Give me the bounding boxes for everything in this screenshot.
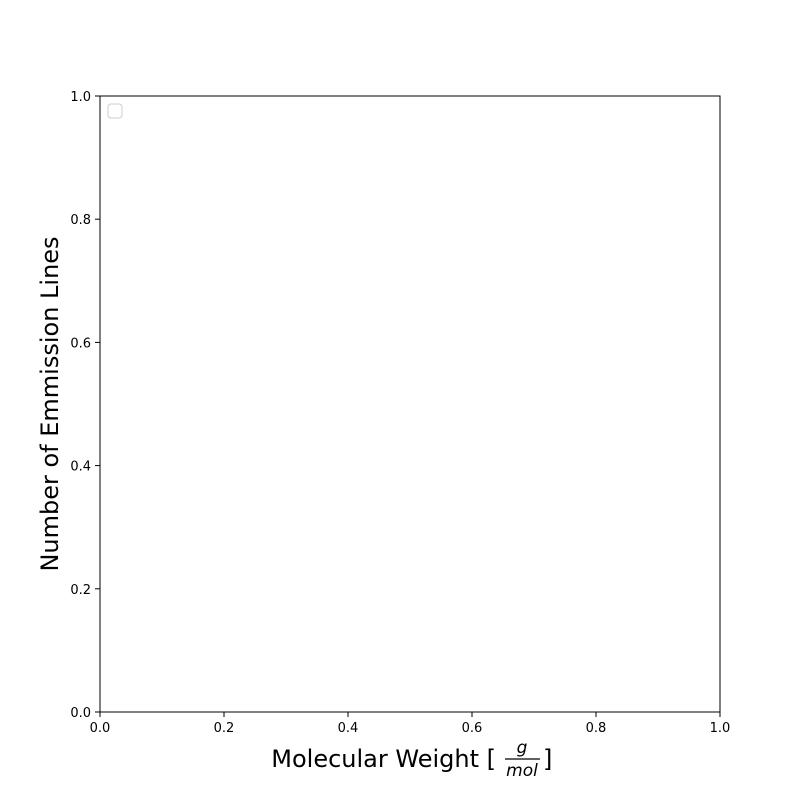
y-axis-label: Number of Emmission Lines (36, 236, 64, 571)
y-tick-label: 0.8 (70, 213, 91, 228)
x-tick-label: 0.2 (214, 721, 235, 736)
x-tick-label: 0.6 (462, 721, 483, 736)
x-axis-unit-numerator: g (517, 738, 528, 758)
x-tick-label: 0.0 (90, 721, 111, 736)
axes-frame (99, 95, 721, 713)
x-axis: 0.0 0.2 0.4 0.6 0.8 1.0 (90, 712, 731, 736)
x-axis-label: Molecular Weight [ (271, 745, 496, 773)
y-tick-label: 0.0 (70, 706, 91, 721)
y-tick-label: 0.2 (70, 583, 91, 598)
y-tick-label: 0.6 (70, 336, 91, 351)
legend-box (107, 103, 123, 119)
x-tick-label: 0.4 (338, 721, 359, 736)
y-tick-label: 0.4 (70, 460, 91, 475)
x-tick-label: 1.0 (710, 721, 731, 736)
x-axis-unit-denominator: mol (506, 761, 538, 781)
y-tick-label: 1.0 (70, 90, 91, 105)
x-axis-label-close: ] (543, 745, 552, 773)
x-tick-label: 0.8 (586, 721, 607, 736)
y-axis: 0.0 0.2 0.4 0.6 0.8 1.0 (70, 90, 100, 721)
